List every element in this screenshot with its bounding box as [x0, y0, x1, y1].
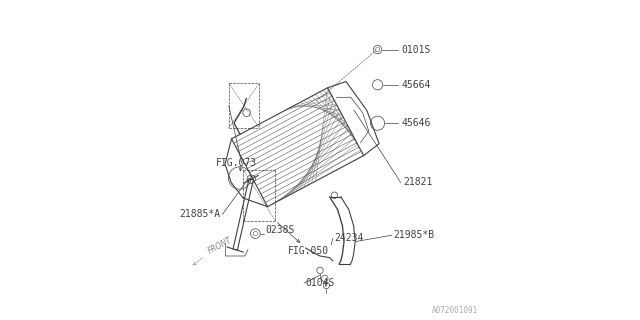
Text: A072001091: A072001091 [432, 306, 479, 315]
Text: FRONT: FRONT [206, 235, 234, 255]
Text: 21985*B: 21985*B [394, 230, 435, 240]
Text: FIG.073: FIG.073 [216, 158, 257, 168]
Text: 45646: 45646 [402, 118, 431, 128]
Text: 0104S: 0104S [306, 278, 335, 288]
Text: 45664: 45664 [402, 80, 431, 90]
Text: FIG.050: FIG.050 [288, 246, 329, 256]
Text: 21821: 21821 [403, 177, 433, 188]
Text: 0101S: 0101S [402, 44, 431, 55]
Text: 21885*A: 21885*A [179, 209, 220, 220]
Text: 0238S: 0238S [266, 225, 295, 236]
Text: 24234: 24234 [334, 233, 364, 244]
